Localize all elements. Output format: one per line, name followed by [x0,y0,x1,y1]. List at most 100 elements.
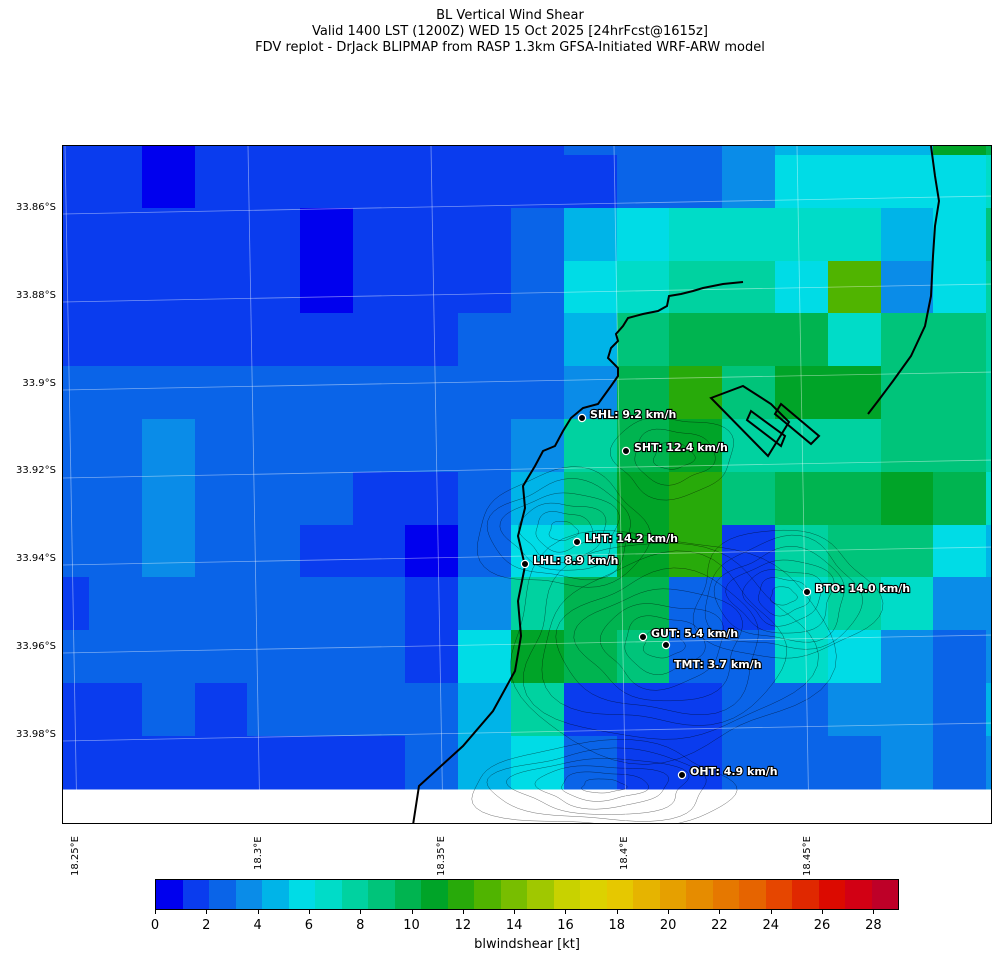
shear-cell [881,577,934,631]
shear-cell [247,472,301,526]
shear-cell [405,155,459,209]
shear-cell [247,208,301,262]
shear-cell [881,313,934,367]
shear-cell [828,313,882,367]
shear-cell [63,146,90,156]
colorbar-tick-label: 8 [356,918,365,933]
shear-cell [564,146,618,156]
shear-cell [511,208,565,262]
shear-cell [986,683,991,737]
shear-cell [63,208,90,262]
shear-cell [828,155,882,209]
station-dot[interactable] [520,559,530,569]
shear-cell [195,146,248,156]
shear-cell [353,577,406,631]
station-dot[interactable] [621,446,631,456]
shear-cell [669,683,723,737]
shear-cell [511,146,565,156]
shear-cell [405,736,459,790]
shear-cell [933,736,987,790]
contour-line [758,577,811,617]
shear-cell [881,683,934,737]
shear-cell [617,683,670,737]
shear-cell [89,577,143,631]
shear-cell [247,146,301,156]
shear-cell [353,366,406,420]
shear-cell [63,736,90,790]
station-dot[interactable] [572,537,582,547]
terrain-contours [471,417,884,823]
colorbar-tick-mark [616,910,618,914]
shear-cell [458,313,512,367]
contour-line [599,603,724,691]
shear-cell [722,208,776,262]
shear-cell [722,683,776,737]
harbour-outline [745,409,787,448]
shear-cell [247,525,301,578]
figure-title: BL Vertical Wind Shear [436,8,584,23]
shear-cell [63,261,90,314]
shear-cell [828,525,882,578]
shear-cell [881,472,934,526]
shear-cell [247,419,301,473]
colorbar-tick-mark [668,910,670,914]
shear-cell [986,155,991,209]
station-dot[interactable] [802,587,812,597]
shear-cell [405,208,459,262]
contour-line [561,771,650,802]
shear-cell [300,525,354,578]
shear-cell [986,630,991,684]
contour-line [534,765,669,810]
shear-cell [669,313,723,367]
shear-cell [669,146,723,156]
shear-cell [63,155,90,209]
shear-cell [63,577,90,631]
shear-cell [828,736,882,790]
contour-line [653,442,696,470]
longitude-line [796,146,810,823]
contour-line [609,417,734,501]
colorbar-tick-label: 10 [403,918,420,933]
latitude-line [63,722,991,742]
latitude-line [63,459,991,479]
shear-cell [458,577,512,631]
shear-cell [933,419,987,473]
longitude-line [430,146,444,823]
shear-cell [986,472,991,526]
colorbar-tick-mark [873,910,875,914]
map-panel[interactable]: SHL: 9.2 km/h SHT: 12.4 km/h LHT: 14.2 km/… [62,145,992,824]
shear-cell [405,472,459,526]
shear-cell [775,313,829,367]
station-dot[interactable] [677,770,687,780]
wind-shear-map: SHL: 9.2 km/h SHT: 12.4 km/h LHT: 14.2 km/… [63,146,991,823]
shear-cell [142,261,196,314]
colorbar-tick-mark [462,910,464,914]
colorbar-tick-label: 28 [865,918,882,933]
colorbar-segment [288,880,315,909]
shear-cell [247,155,301,209]
colorbar-tick-label: 18 [608,918,626,933]
shear-cell [986,208,991,262]
shear-cell [458,208,512,262]
graticule-lines [63,146,991,823]
colorbar-tick-label: 2 [202,918,211,933]
shear-cell [353,525,406,578]
shear-cell [405,683,459,737]
shear-cell [617,208,670,262]
shear-cell [195,155,248,209]
station-dot[interactable] [638,632,648,642]
shear-cell [195,472,248,526]
shear-cell [353,146,406,156]
shear-cell [775,155,829,209]
coastline [412,146,941,823]
colorbar-tick-label: 20 [659,918,677,933]
colorbar-segment [845,880,872,909]
colorbar-tick-mark [719,910,721,914]
station-dot[interactable] [661,640,671,650]
shear-cell [142,736,196,790]
station-label: SHT: 12.4 km/h [634,441,728,454]
shear-cell [881,366,934,420]
colorbar-tick-mark [514,910,516,914]
shear-cell [669,630,723,684]
station-dot[interactable] [577,413,587,423]
